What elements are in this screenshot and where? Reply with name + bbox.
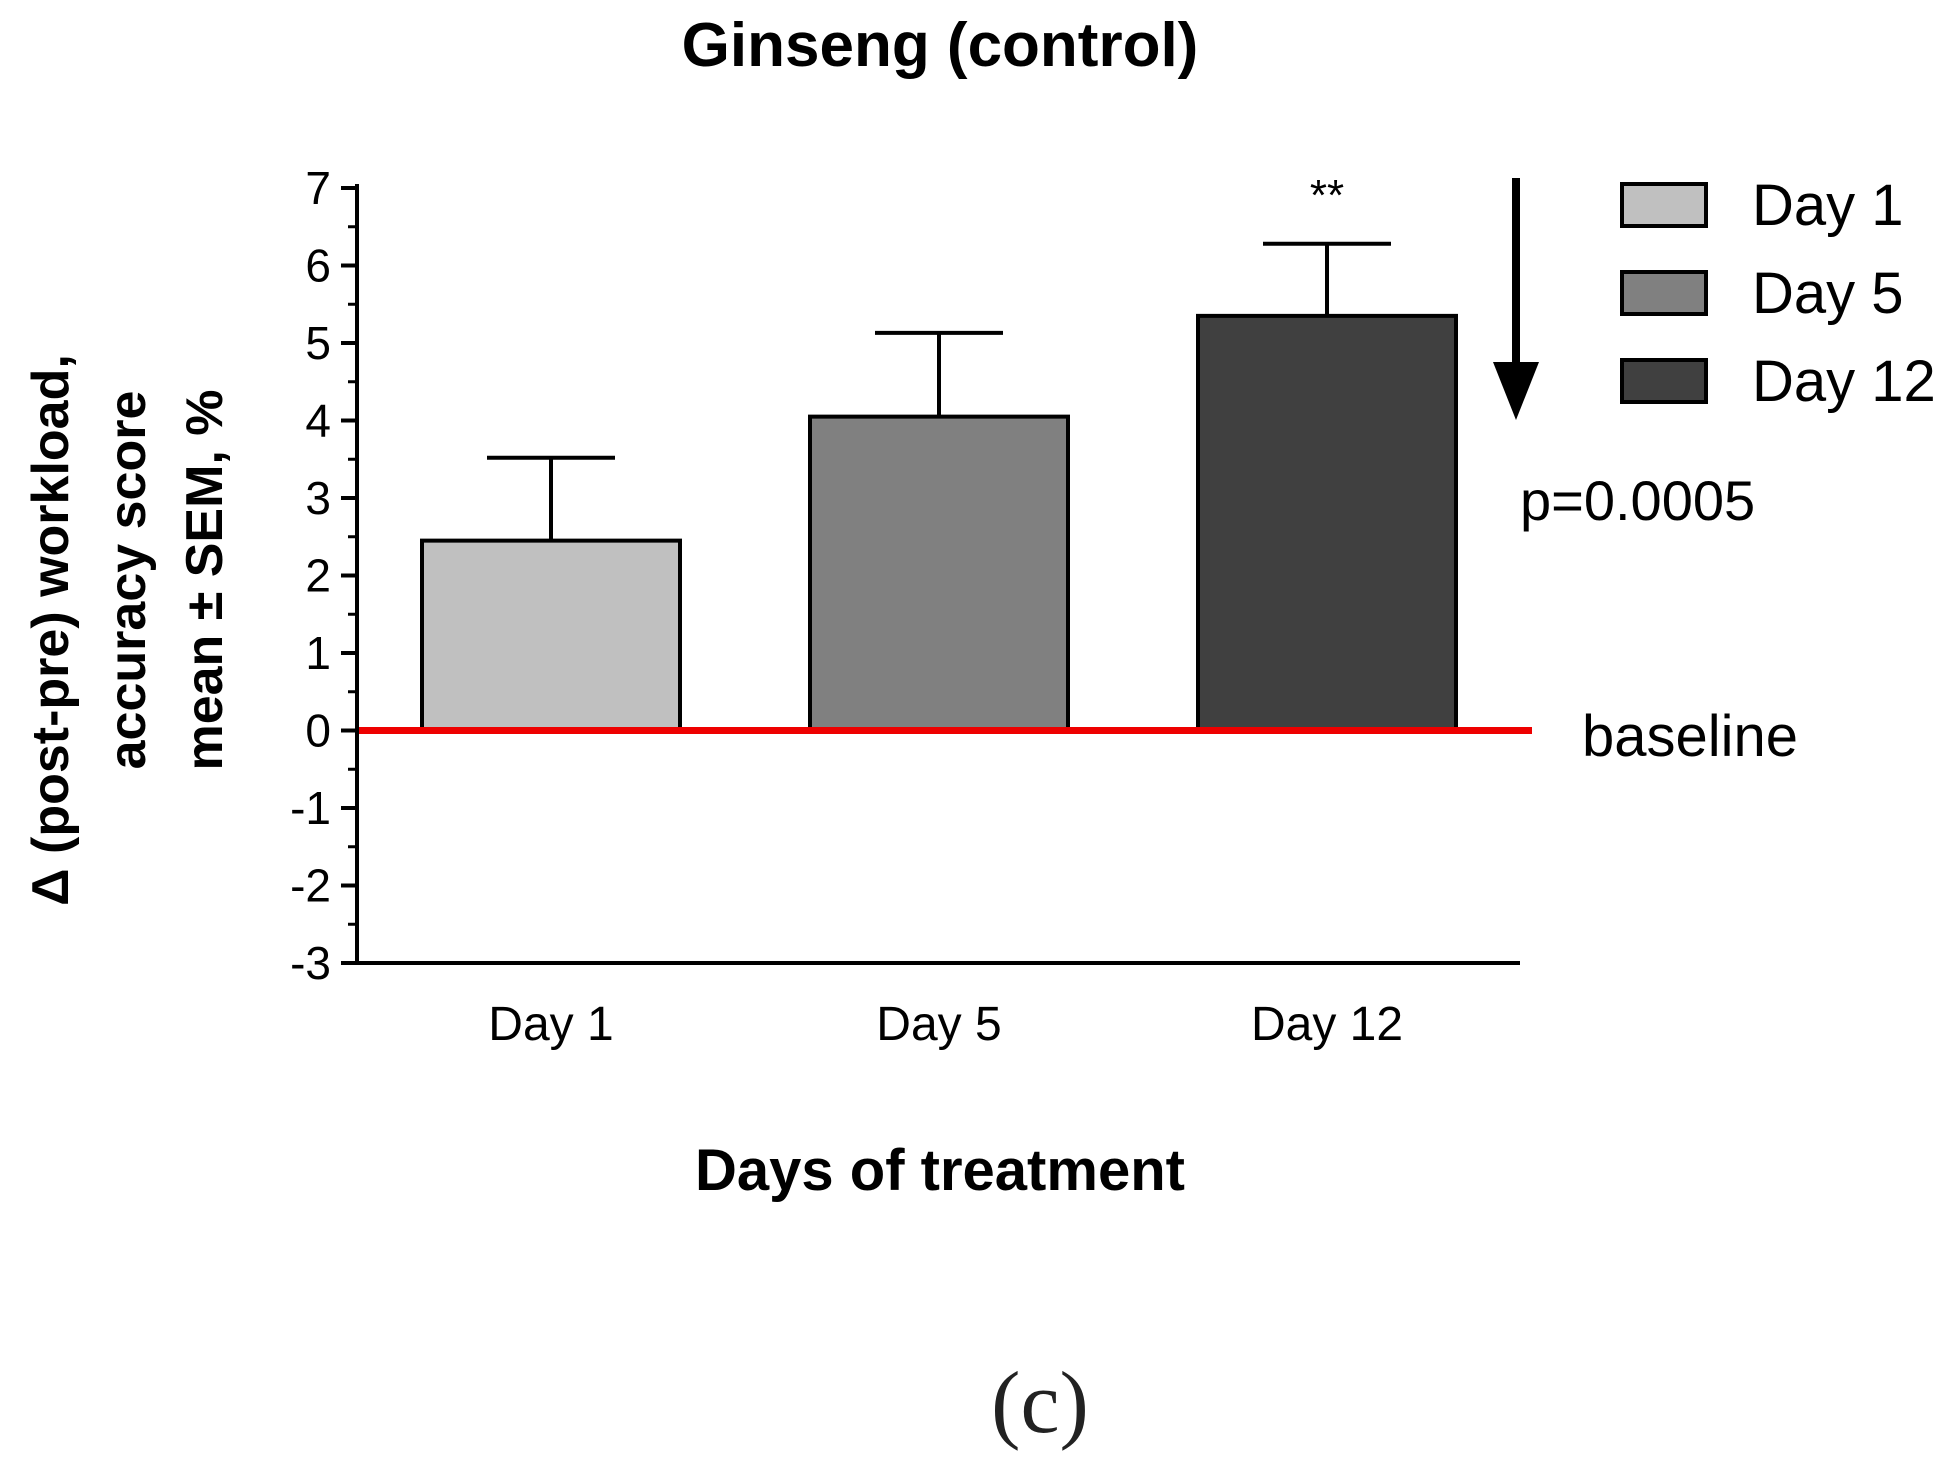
baseline-label: baseline: [1582, 704, 1798, 769]
legend-swatch: [1620, 358, 1708, 404]
chart-title: Ginseng (control): [682, 11, 1199, 80]
y-ticks-group: 7 6 5 4 3 2 1 0 -1 -2 -3: [290, 162, 357, 989]
legend: Day 1 Day 5 Day 12: [1620, 173, 1936, 414]
y-tick-label: 1: [305, 627, 331, 679]
x-tick-label: Day 5: [876, 998, 1001, 1051]
legend-item: Day 12: [1620, 349, 1936, 414]
legend-label: Day 12: [1752, 349, 1936, 414]
bar-day-5: [808, 414, 1070, 733]
panel-label: (c): [991, 1355, 1089, 1452]
error-bars-group: [487, 241, 1391, 541]
y-tick-label: 3: [305, 472, 331, 524]
legend-label: Day 5: [1752, 261, 1904, 326]
legend-label: Day 1: [1752, 173, 1904, 238]
legend-item: Day 1: [1620, 173, 1904, 238]
y-axis-label-line-2: accuracy score: [99, 391, 157, 770]
x-tick-label: Day 1: [488, 998, 613, 1051]
y-tick-label: 0: [305, 705, 331, 757]
error-bar-day-12: [1263, 241, 1391, 316]
legend-swatch: [1620, 270, 1708, 316]
legend-swatch: [1620, 182, 1708, 228]
y-tick-label: 6: [305, 240, 331, 292]
y-tick-label: -1: [290, 782, 331, 834]
error-bar-day-5: [875, 330, 1003, 417]
y-tick-label: 7: [305, 162, 331, 214]
legend-item: Day 5: [1620, 261, 1904, 326]
y-axis-label: Δ (post-pre) workload, accuracy score me…: [22, 354, 234, 906]
x-tick-label: Day 12: [1251, 998, 1403, 1051]
significance-marker: **: [1310, 171, 1344, 220]
bar-day-12: [1196, 313, 1458, 733]
error-bar-day-1: [487, 455, 615, 541]
y-tick-label: -2: [290, 860, 331, 912]
y-tick-label: 4: [305, 395, 331, 447]
y-axis-label-line-3: mean ± SEM, %: [176, 389, 234, 770]
bar-day-1: [420, 538, 682, 733]
y-tick-label: 2: [305, 550, 331, 602]
x-ticks-group: Day 1 Day 5 Day 12: [488, 998, 1403, 1051]
y-axis-label-line-1: Δ (post-pre) workload,: [22, 354, 80, 906]
x-axis-label: Days of treatment: [695, 1138, 1185, 1203]
p-value: p=0.0005: [1520, 469, 1755, 532]
down-arrow-icon: [1493, 178, 1539, 420]
y-tick-label: 5: [305, 317, 331, 369]
y-tick-label: -3: [290, 937, 331, 989]
